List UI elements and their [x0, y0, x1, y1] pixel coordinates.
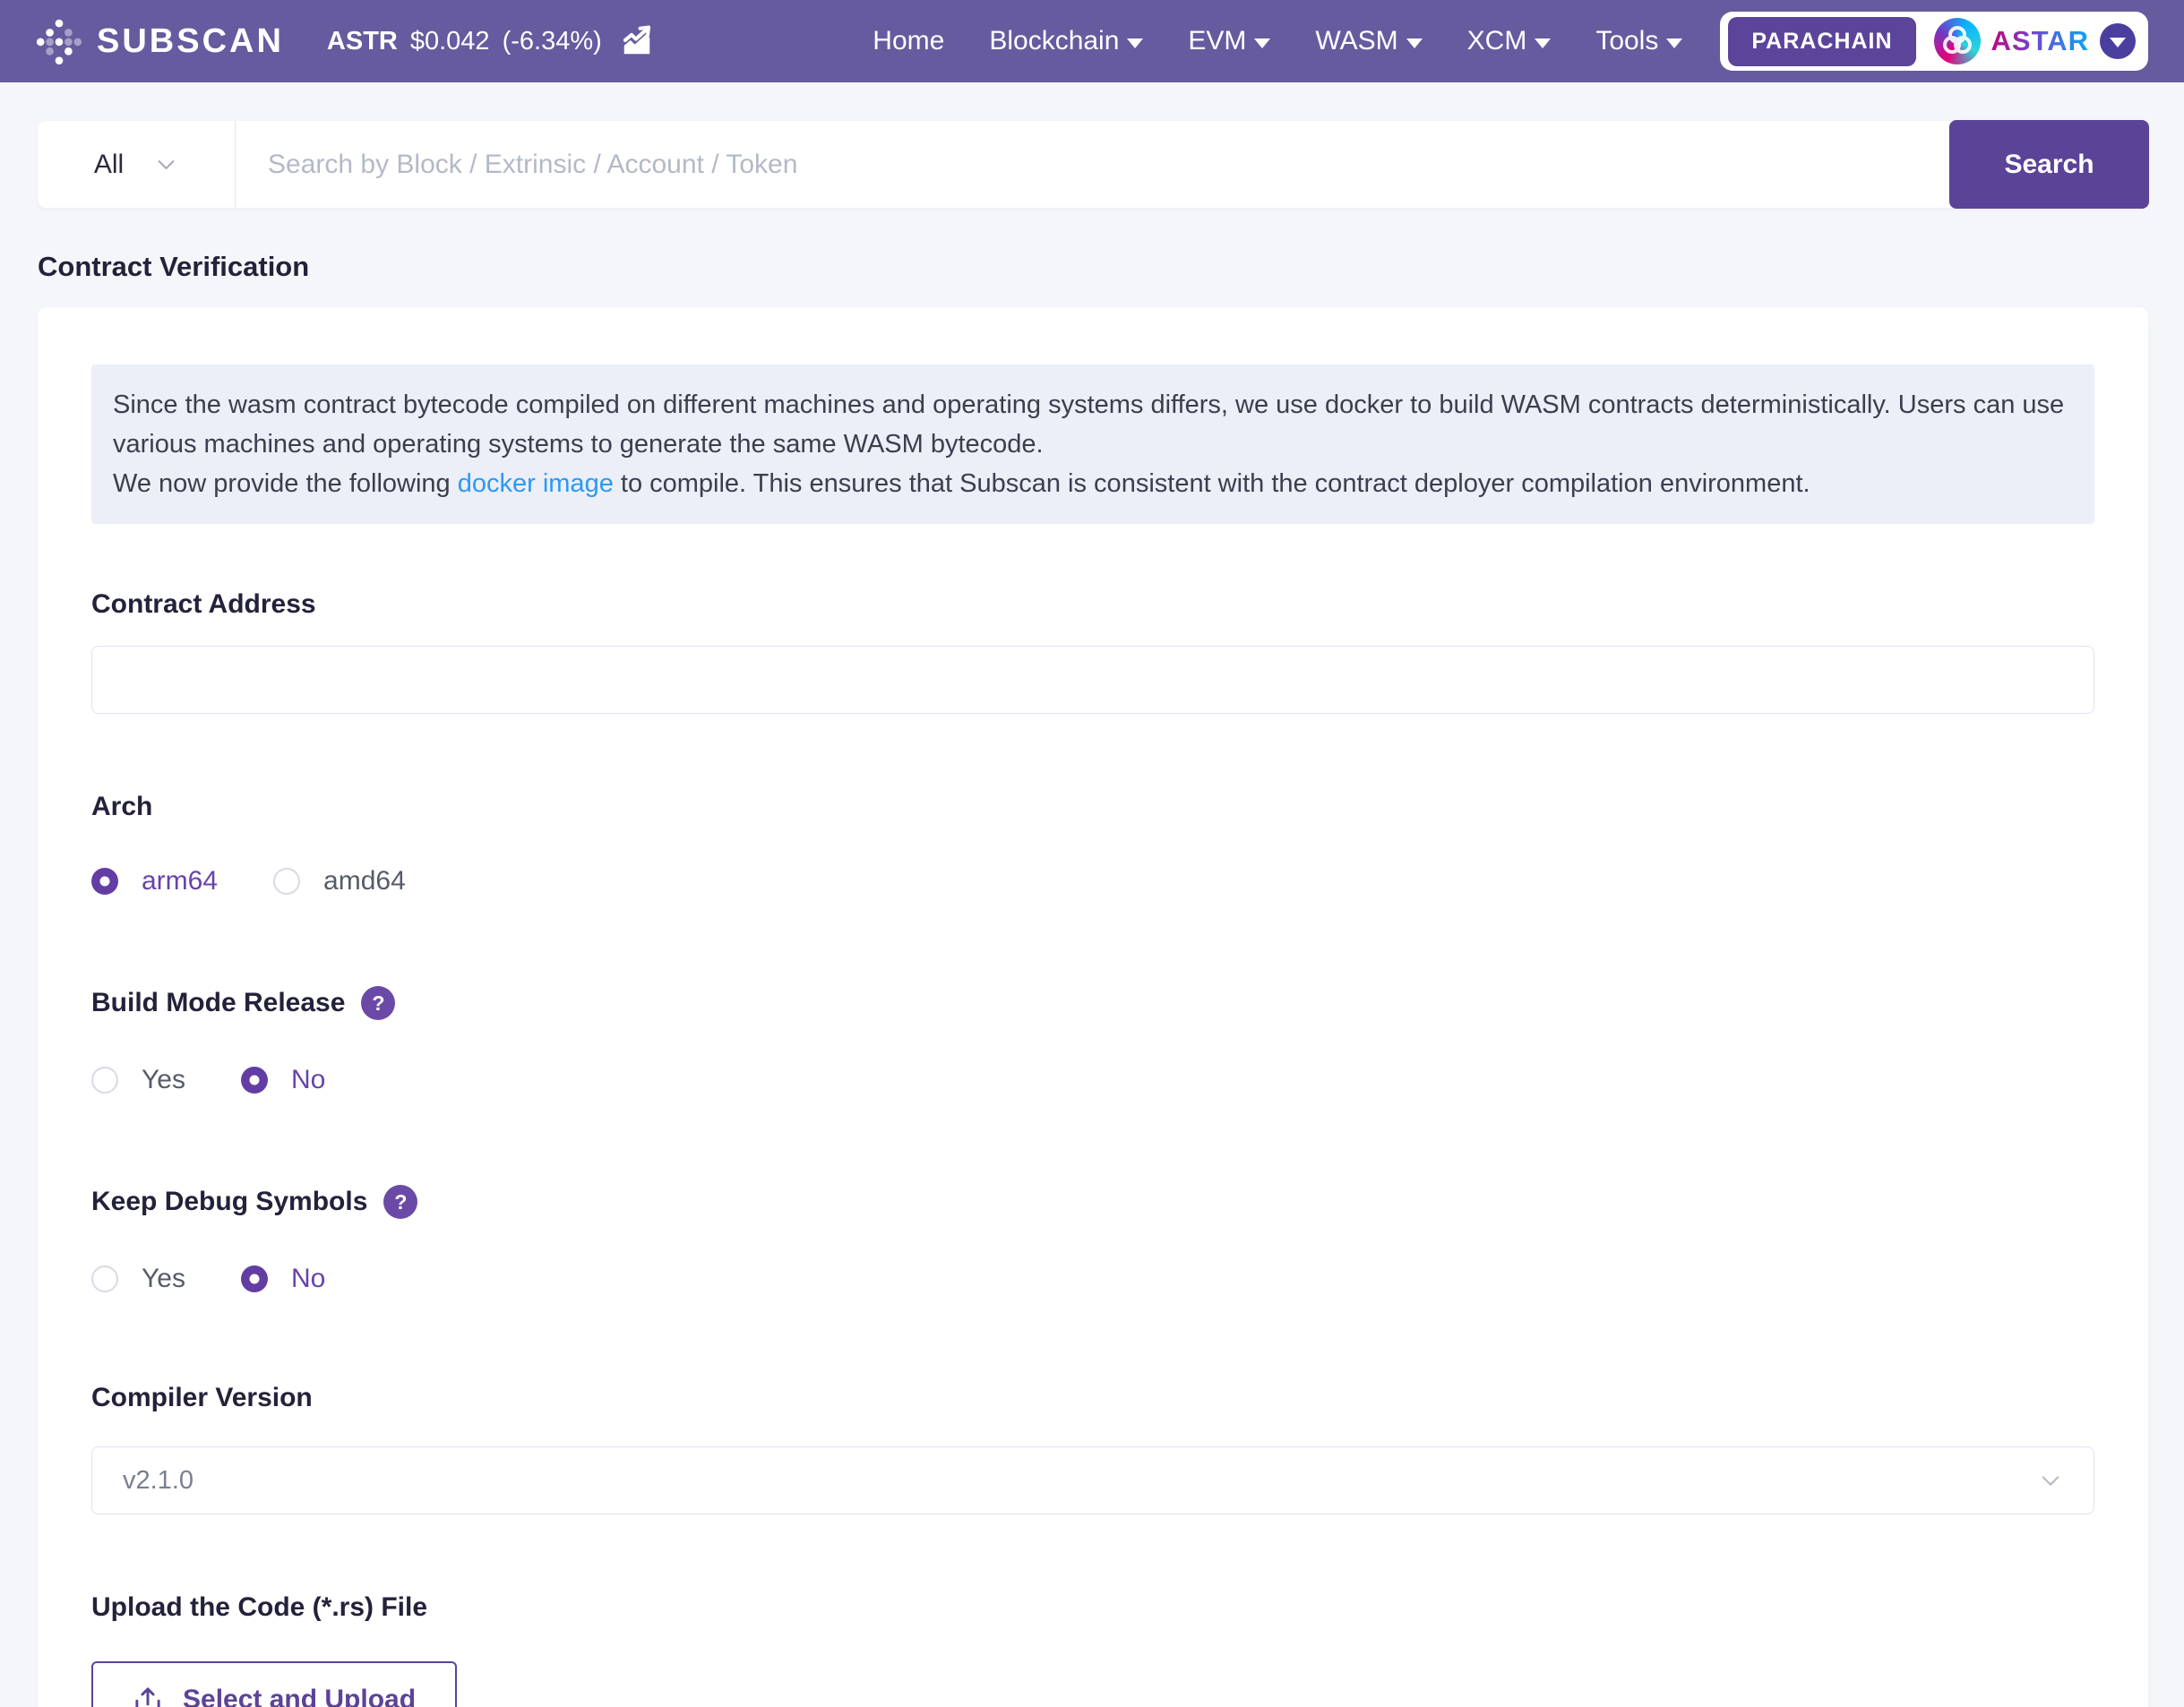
subscan-logo[interactable]: SUBSCAN: [36, 18, 284, 64]
info-paragraph-1: Since the wasm contract bytecode compile…: [113, 390, 2065, 459]
page-title: Contract Verification: [38, 251, 310, 282]
token-change: (-6.34%): [502, 26, 602, 56]
token-price: $0.042: [409, 26, 490, 56]
parachain-button[interactable]: PARACHAIN: [1728, 16, 1916, 66]
price-chart-icon[interactable]: [620, 24, 654, 58]
docker-info-box: Since the wasm contract bytecode compile…: [91, 365, 2094, 524]
token-price-info: ASTR $0.042 (-6.34%): [327, 24, 654, 58]
radio-label: No: [290, 1065, 326, 1094]
main-navigation: Home Blockchain EVM WASM XCM Tools: [873, 26, 1683, 56]
build-mode-radio-group: Yes No: [91, 1065, 2094, 1095]
nav-item-evm[interactable]: EVM: [1188, 26, 1271, 56]
subscan-logo-icon: [36, 19, 82, 64]
docker-image-link[interactable]: docker image: [457, 469, 614, 498]
search-input[interactable]: [236, 121, 1949, 208]
astar-network-logo: [1933, 18, 1981, 64]
radio-label: amd64: [323, 866, 406, 896]
chevron-down-icon: [1406, 38, 1423, 48]
arch-radio-group: arm64 amd64: [91, 866, 2094, 896]
label-text: Build Mode Release: [91, 988, 346, 1017]
help-icon[interactable]: ?: [383, 1185, 418, 1219]
radio-amd64[interactable]: [273, 868, 301, 895]
build-mode-label: Build Mode Release ?: [91, 986, 2094, 1020]
nav-item-tools[interactable]: Tools: [1595, 26, 1683, 56]
network-pill: PARACHAIN ASTAR: [1720, 12, 2148, 71]
radio-build-yes[interactable]: [91, 1067, 118, 1094]
radio-option-arm64[interactable]: arm64: [91, 866, 218, 896]
network-chevron-icon: [2100, 23, 2136, 59]
keep-debug-radio-group: Yes No: [91, 1264, 2094, 1294]
search-filter-dropdown[interactable]: All: [38, 121, 236, 208]
nav-label: XCM: [1466, 26, 1527, 56]
network-selector[interactable]: ASTAR: [1933, 18, 2136, 64]
contract-address-label: Contract Address: [91, 590, 2094, 619]
chevron-down-icon: [1666, 38, 1683, 48]
chevron-down-icon: [1127, 38, 1144, 48]
nav-item-blockchain[interactable]: Blockchain: [989, 26, 1144, 56]
radio-option-debug-yes[interactable]: Yes: [91, 1264, 185, 1294]
radio-label: arm64: [142, 866, 219, 896]
help-icon[interactable]: ?: [361, 986, 396, 1020]
arch-label: Arch: [91, 793, 2094, 821]
label-text: Arch: [91, 792, 153, 821]
radio-option-build-no[interactable]: No: [240, 1065, 326, 1095]
keep-debug-label: Keep Debug Symbols ?: [91, 1185, 2094, 1219]
radio-label: Yes: [142, 1264, 185, 1293]
upload-button-label: Select and Upload: [183, 1685, 417, 1707]
label-text: Compiler Version: [91, 1383, 313, 1412]
info-paragraph-2-prefix: We now provide the following: [113, 469, 458, 498]
chevron-down-icon: [158, 160, 175, 170]
radio-debug-yes[interactable]: [91, 1265, 118, 1292]
nav-label: Blockchain: [989, 26, 1120, 56]
label-text: Keep Debug Symbols: [91, 1187, 368, 1216]
contract-address-input[interactable]: [91, 646, 2094, 714]
nav-label: Home: [873, 26, 945, 56]
radio-option-amd64[interactable]: amd64: [273, 866, 406, 896]
compiler-version-select[interactable]: v2.1.0: [91, 1446, 2094, 1514]
info-paragraph-2: We now provide the following docker imag…: [113, 464, 2073, 503]
chevron-down-icon: [1254, 38, 1271, 48]
logo-wordmark: SUBSCAN: [97, 21, 284, 60]
radio-option-build-yes[interactable]: Yes: [91, 1065, 185, 1095]
nav-label: EVM: [1188, 26, 1247, 56]
nav-label: Tools: [1595, 26, 1659, 56]
nav-label: WASM: [1315, 26, 1398, 56]
top-navbar: SUBSCAN ASTR $0.042 (-6.34%) Home Blockc…: [0, 0, 2184, 82]
nav-item-home[interactable]: Home: [873, 26, 944, 56]
search-button[interactable]: Search: [1949, 120, 2149, 209]
nav-item-xcm[interactable]: XCM: [1467, 26, 1552, 56]
upload-code-label: Upload the Code (*.rs) File: [91, 1593, 2094, 1622]
radio-label: Yes: [142, 1065, 185, 1094]
label-text: Upload the Code (*.rs) File: [91, 1592, 428, 1622]
search-filter-value: All: [93, 149, 125, 179]
chevron-down-icon: [1535, 38, 1552, 48]
contract-verification-card: Since the wasm contract bytecode compile…: [38, 307, 2148, 1707]
radio-build-no[interactable]: [240, 1067, 268, 1094]
radio-option-debug-no[interactable]: No: [240, 1264, 326, 1294]
chevron-down-icon: [2042, 1476, 2059, 1486]
info-paragraph-2-suffix: to compile. This ensures that Subscan is…: [613, 469, 1810, 498]
upload-icon: [135, 1687, 160, 1707]
label-text: Contract Address: [91, 589, 316, 619]
compiler-version-value: v2.1.0: [123, 1465, 193, 1495]
global-search-bar: All Search: [38, 120, 2149, 209]
select-and-upload-button[interactable]: Select and Upload: [91, 1661, 458, 1707]
radio-label: No: [290, 1264, 326, 1293]
radio-debug-no[interactable]: [240, 1265, 268, 1292]
network-name: ASTAR: [1991, 25, 2089, 56]
nav-item-wasm[interactable]: WASM: [1315, 26, 1423, 56]
radio-arm64[interactable]: [91, 868, 118, 895]
token-symbol: ASTR: [326, 26, 398, 56]
compiler-version-label: Compiler Version: [91, 1384, 2094, 1412]
